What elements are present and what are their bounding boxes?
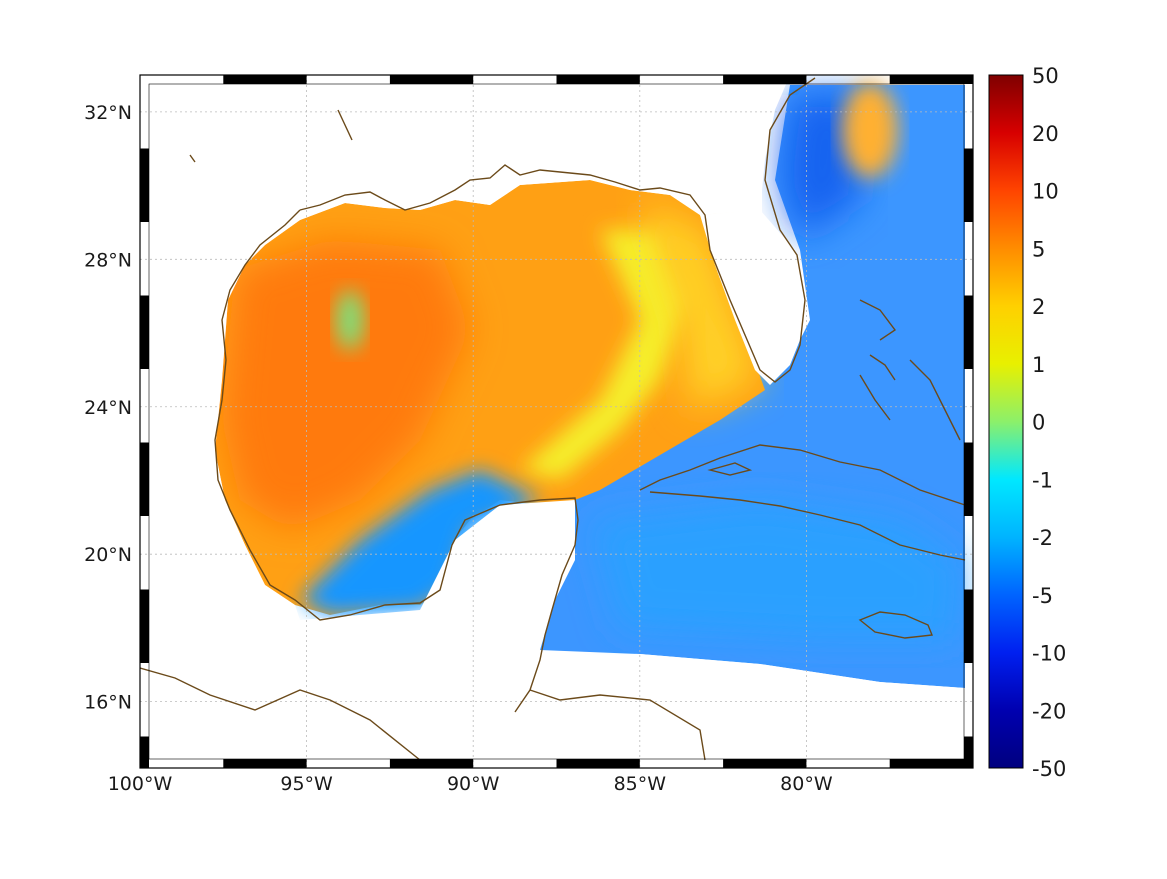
colorbar-tick-label: 2 (1032, 295, 1045, 319)
border-tick (140, 589, 149, 663)
border-tick (889, 75, 973, 84)
border-tick (140, 295, 149, 369)
colorbar-ramp (988, 74, 1024, 769)
colorbar-tick-label: -2 (1032, 526, 1053, 550)
border-tick (556, 75, 640, 84)
lat-tick-label: 24°N (84, 397, 132, 419)
colorbar-tick-label: -20 (1032, 699, 1066, 723)
lon-tick-label: 100°W (108, 773, 173, 795)
colorbar-tick-label: -50 (1032, 757, 1066, 781)
border-tick (223, 75, 307, 84)
border-tick (389, 759, 474, 768)
border-tick (964, 589, 973, 663)
land-mask (140, 500, 973, 768)
cool-eddy (336, 290, 364, 350)
border-tick (889, 759, 973, 768)
warm-eddy (842, 82, 898, 178)
colorbar-tick-label: 1 (1032, 353, 1045, 377)
border-tick (723, 75, 807, 84)
lat-tick-label: 32°N (84, 102, 132, 124)
lat-tick-label: 28°N (84, 249, 132, 271)
coastline (140, 77, 966, 761)
lon-tick-label: 90°W (447, 773, 500, 795)
border-tick (140, 148, 149, 222)
map-border-ticks (140, 75, 973, 768)
border-tick (964, 736, 973, 768)
lon-tick-label: 95°W (280, 773, 333, 795)
lat-tick-label: 20°N (84, 544, 132, 566)
gulf-front-field (520, 230, 690, 480)
west-gulf-field (222, 240, 470, 530)
yucatan-shelf-field (300, 470, 540, 615)
colorbar-tick-label: -10 (1032, 642, 1066, 666)
colorbar-tick-label: -1 (1032, 468, 1053, 492)
longitude-labels: 100°W 95°W 90°W 85°W 80°W (108, 773, 833, 795)
lon-tick-label: 85°W (614, 773, 667, 795)
colorbar-tick-label: 0 (1032, 411, 1045, 435)
border-tick (964, 442, 973, 516)
latitude-labels: 16°N 20°N 24°N 28°N 32°N (84, 102, 132, 714)
lat-tick-label: 16°N (84, 692, 132, 714)
florida-land-mask (700, 210, 805, 385)
border-tick (389, 75, 474, 84)
inner-frame (148, 83, 965, 760)
caribbean-field (590, 500, 960, 640)
colorbar-tick-label: 5 (1032, 237, 1045, 261)
border-tick (964, 295, 973, 369)
border-tick (223, 759, 307, 768)
colorbar-tick-label: -5 (1032, 584, 1053, 608)
anomaly-field (140, 75, 973, 768)
colorbar-tick-label: 50 (1032, 64, 1059, 88)
colorbar-tick-label: 20 (1032, 122, 1059, 146)
border-tick (140, 736, 149, 768)
north-land-mask (140, 75, 790, 640)
lon-tick-label: 80°W (780, 773, 833, 795)
colorbar-tick-label: 10 (1032, 180, 1059, 204)
eastern-gulf-field (640, 200, 760, 410)
border-tick (964, 148, 973, 222)
border-tick (140, 442, 149, 516)
border-tick (556, 759, 640, 768)
border-tick (723, 759, 807, 768)
